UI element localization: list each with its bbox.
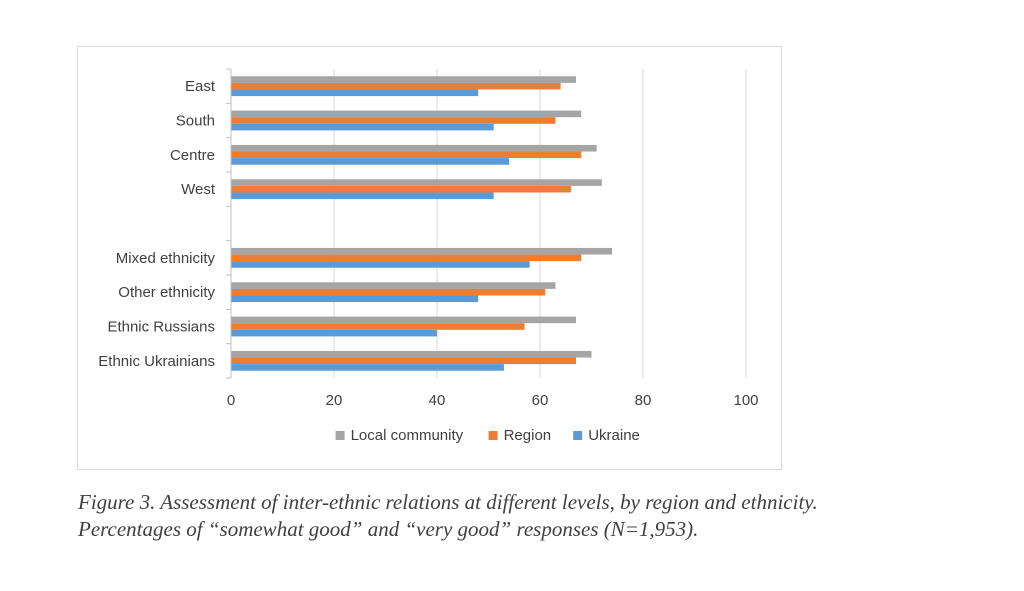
bar [231, 179, 602, 186]
category-label: Ethnic Ukrainians [98, 353, 215, 370]
tick-label: 20 [326, 392, 343, 409]
category-label: Other ethnicity [118, 284, 215, 301]
category-label: East [185, 78, 216, 95]
bar [231, 110, 582, 118]
bar [231, 261, 530, 268]
bar [231, 329, 437, 337]
bar [231, 357, 577, 365]
bar [231, 123, 494, 131]
tick-label: 80 [635, 392, 652, 409]
category-label: Centre [170, 147, 215, 164]
bar-chart: East South Centre West Mixed ethnicity Other … [98, 68, 759, 444]
legend-label: Region [504, 427, 552, 444]
bar [231, 89, 479, 97]
legend-swatch [335, 431, 345, 440]
bar [231, 288, 546, 296]
bar [231, 282, 556, 289]
bar [231, 192, 494, 200]
tick-label: 100 [733, 392, 758, 409]
category-label: West [181, 181, 216, 198]
bar [231, 151, 582, 159]
figure-caption: Figure 3. Assessment of inter-ethnic rel… [78, 489, 978, 543]
category-label: Ethnic Russians [107, 319, 215, 336]
chart-frame: East South Centre West Mixed ethnicity Other … [77, 46, 782, 470]
bar [231, 158, 510, 165]
bar [231, 350, 592, 358]
bar [231, 76, 577, 83]
value-axis-ticks: 0 20 40 60 80 100 [227, 392, 759, 409]
legend-swatch [488, 431, 498, 440]
bar [231, 82, 561, 90]
caption-line-2: Percentages of “somewhat good” and “very… [78, 517, 699, 541]
bar [231, 295, 479, 303]
bar [231, 117, 556, 124]
bar [231, 364, 504, 371]
legend: Local community Region Ukraine [335, 427, 640, 444]
bar [231, 316, 577, 324]
bar [231, 185, 571, 193]
bar [231, 323, 525, 330]
legend-label: Local community [351, 427, 464, 444]
bar [231, 247, 613, 255]
bar [231, 254, 582, 262]
legend-swatch [573, 431, 583, 440]
category-label: Mixed ethnicity [116, 250, 216, 267]
caption-line-1: Figure 3. Assessment of inter-ethnic rel… [78, 490, 818, 514]
tick-label: 40 [429, 392, 446, 409]
legend-label: Ukraine [588, 427, 640, 444]
category-axis: East South Centre West Mixed ethnicity Other … [98, 68, 232, 379]
tick-label: 60 [532, 392, 549, 409]
bar [231, 144, 597, 152]
category-label: South [176, 113, 215, 130]
bars [231, 76, 613, 371]
tick-label: 0 [227, 392, 235, 409]
